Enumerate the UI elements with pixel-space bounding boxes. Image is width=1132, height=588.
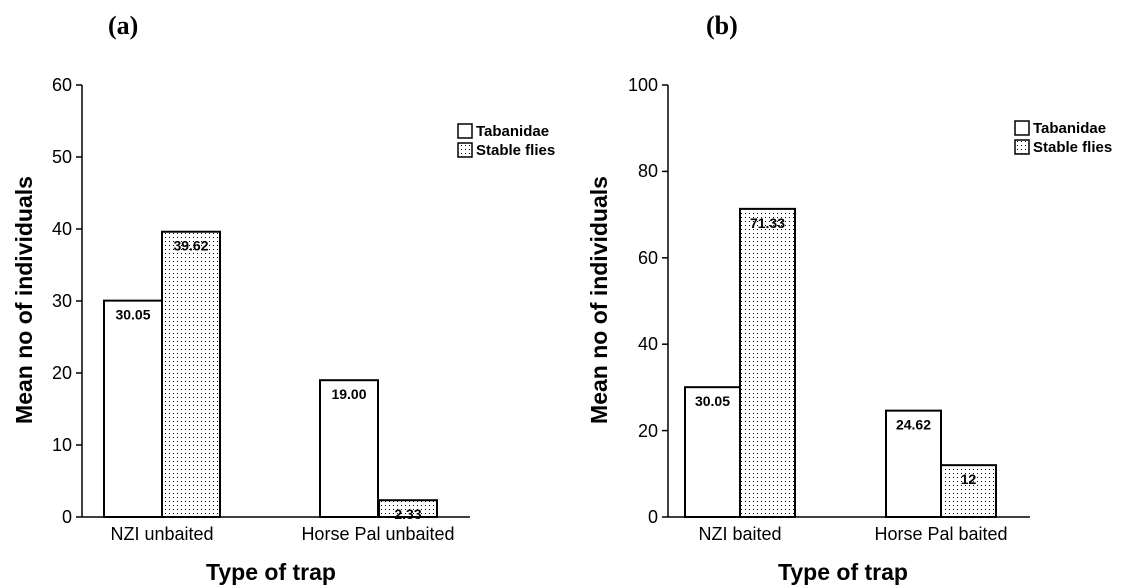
legend-label: Stable flies <box>1033 139 1112 156</box>
data-label: 30.05 <box>115 307 150 323</box>
y-tick-label: 40 <box>638 334 658 354</box>
legend-swatch-stable-flies <box>1014 139 1030 155</box>
y-ticks-a <box>76 84 82 518</box>
y-tick-label: 20 <box>638 421 658 441</box>
y-ticks-b <box>662 84 668 518</box>
legend-swatch-stable-flies <box>457 142 473 158</box>
x-category-label: NZI baited <box>698 524 781 544</box>
x-category-label: Horse Pal baited <box>874 524 1007 544</box>
y-tick-label: 40 <box>52 219 72 239</box>
x-category-label: Horse Pal unbaited <box>301 524 454 544</box>
bar-stable-flies <box>378 499 438 518</box>
bar-stable-flies <box>940 464 997 519</box>
bar-tabanidae <box>319 379 379 519</box>
data-label: 19.00 <box>331 386 366 402</box>
legend-swatch-tabanidae <box>1014 120 1030 136</box>
y-axis-title-a: Mean no of individuals <box>11 176 37 424</box>
panel-label-b: (b) <box>706 11 738 40</box>
y-axis-title-b: Mean no of individuals <box>586 176 612 424</box>
bar-tabanidae <box>103 299 163 519</box>
x-axis-title-b: Type of trap <box>778 559 908 585</box>
x-category-label: NZI unbaited <box>110 524 213 544</box>
y-tick-label: 60 <box>52 75 72 95</box>
legend-swatch-tabanidae <box>457 123 473 139</box>
x-axis-title-a: Type of trap <box>206 559 336 585</box>
y-tick-label: 60 <box>638 248 658 268</box>
y-tick-label: 0 <box>648 507 658 527</box>
legend-b: Tabanidae Stable flies <box>1014 120 1112 156</box>
data-label: 30.05 <box>695 393 730 409</box>
y-tick-label: 30 <box>52 291 72 311</box>
bar-stable-flies <box>161 230 221 518</box>
legend-a: Tabanidae Stable flies <box>457 123 555 159</box>
y-tick-label: 0 <box>62 507 72 527</box>
bars-b: 30.05 71.33 24.62 12 <box>684 207 997 519</box>
y-tick-label: 20 <box>52 363 72 383</box>
y-tick-label: 50 <box>52 147 72 167</box>
data-label: 12 <box>961 471 977 487</box>
legend-label: Tabanidae <box>1033 120 1106 137</box>
data-label: 2.33 <box>394 506 421 522</box>
panel-label-a: (a) <box>108 11 138 40</box>
bars-a: 30.05 39.62 19.00 2.33 <box>103 230 438 522</box>
data-label: 71.33 <box>750 215 785 231</box>
data-label: 24.62 <box>896 417 931 433</box>
chart-panel-b: (b) 0 20 40 60 80 100 30.0571.3324.6212 … <box>586 11 1112 585</box>
y-tick-label: 10 <box>52 435 72 455</box>
bar-stable-flies <box>739 207 796 518</box>
bar-tabanidae <box>885 409 942 518</box>
chart-panel-a: (a) 0 10 20 30 40 50 60 30.05 39.62 19.00 2… <box>11 11 555 585</box>
legend-label: Stable flies <box>476 142 555 159</box>
bar-tabanidae <box>684 386 741 518</box>
y-tick-label: 80 <box>638 161 658 181</box>
legend-label: Tabanidae <box>476 123 549 140</box>
data-label: 39.62 <box>173 238 208 254</box>
y-tick-label: 100 <box>628 75 658 95</box>
